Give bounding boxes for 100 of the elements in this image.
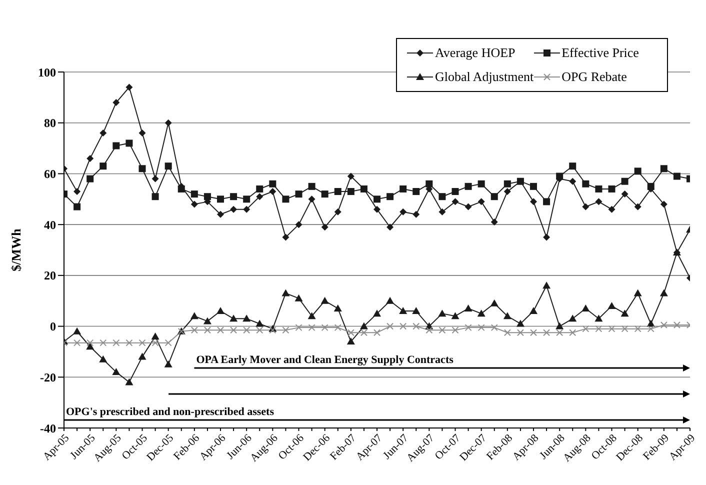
point — [74, 203, 81, 210]
point — [256, 185, 264, 192]
point — [594, 314, 603, 322]
legend-label: OPG Rebate — [562, 69, 627, 85]
point — [138, 339, 146, 346]
point — [242, 314, 251, 322]
point — [74, 339, 81, 346]
point — [112, 99, 120, 106]
point — [347, 329, 354, 336]
point — [138, 130, 146, 137]
point — [360, 322, 368, 330]
point — [490, 299, 498, 306]
point — [308, 182, 316, 190]
point — [660, 289, 668, 296]
point — [503, 312, 512, 320]
point — [256, 193, 264, 200]
point — [334, 188, 342, 196]
legend-label: Global Adjustment — [435, 69, 534, 85]
point — [99, 355, 108, 362]
point — [321, 190, 328, 198]
point — [347, 188, 354, 196]
point — [282, 289, 290, 296]
point — [556, 322, 564, 330]
point — [386, 322, 394, 330]
point — [660, 322, 668, 329]
point — [334, 304, 342, 312]
point — [243, 326, 250, 334]
point — [217, 326, 224, 334]
point — [478, 198, 485, 206]
point — [412, 210, 420, 218]
point — [190, 326, 198, 334]
y-tick-label: 100 — [38, 65, 56, 80]
point — [152, 175, 159, 182]
point — [400, 208, 407, 216]
point — [595, 325, 602, 332]
point — [243, 206, 250, 213]
point — [360, 329, 368, 336]
point — [464, 182, 472, 190]
point — [126, 339, 133, 346]
point — [595, 185, 602, 192]
point — [582, 325, 590, 332]
point — [530, 198, 537, 206]
point — [582, 180, 590, 188]
point — [386, 224, 394, 231]
point — [190, 200, 198, 208]
point — [112, 142, 120, 150]
point — [294, 294, 303, 302]
point — [256, 320, 264, 327]
point — [464, 324, 472, 332]
point — [125, 378, 134, 386]
point — [464, 304, 472, 312]
point — [126, 140, 133, 147]
y-tick-label: 60 — [44, 166, 56, 181]
point — [673, 322, 680, 329]
point — [569, 178, 576, 185]
point — [412, 188, 420, 196]
point — [490, 324, 498, 332]
point — [190, 312, 198, 320]
point — [647, 182, 654, 190]
point — [608, 206, 616, 213]
point — [295, 221, 302, 228]
point — [230, 326, 238, 334]
point — [203, 317, 212, 324]
point — [582, 304, 590, 312]
point — [660, 165, 668, 172]
point — [543, 329, 550, 336]
point — [608, 325, 616, 332]
point — [126, 84, 133, 91]
point — [282, 326, 290, 334]
point — [516, 178, 524, 185]
point — [543, 234, 550, 241]
y-axis-title: $/MWh — [8, 228, 24, 272]
y-tick-label: 40 — [44, 218, 56, 232]
point — [569, 329, 576, 336]
point — [217, 196, 224, 203]
point — [86, 339, 94, 346]
point — [360, 185, 368, 192]
point — [412, 307, 420, 314]
y-tick-label: -40 — [40, 421, 56, 436]
point — [660, 200, 668, 208]
point — [530, 182, 537, 190]
point — [334, 208, 342, 216]
point — [269, 180, 276, 188]
y-tick-label: 80 — [44, 116, 56, 130]
point — [100, 339, 107, 346]
point — [464, 203, 472, 210]
point — [438, 208, 446, 216]
point — [138, 165, 146, 172]
point — [321, 324, 328, 332]
point — [282, 196, 290, 203]
y-tick-label: 0 — [50, 320, 56, 334]
point — [100, 162, 107, 170]
point — [621, 178, 628, 185]
point — [374, 206, 380, 213]
point — [295, 190, 302, 198]
point — [504, 180, 511, 188]
point — [399, 307, 408, 314]
point — [282, 234, 290, 241]
legend-label: Average HOEP — [435, 45, 516, 61]
point — [100, 130, 107, 137]
